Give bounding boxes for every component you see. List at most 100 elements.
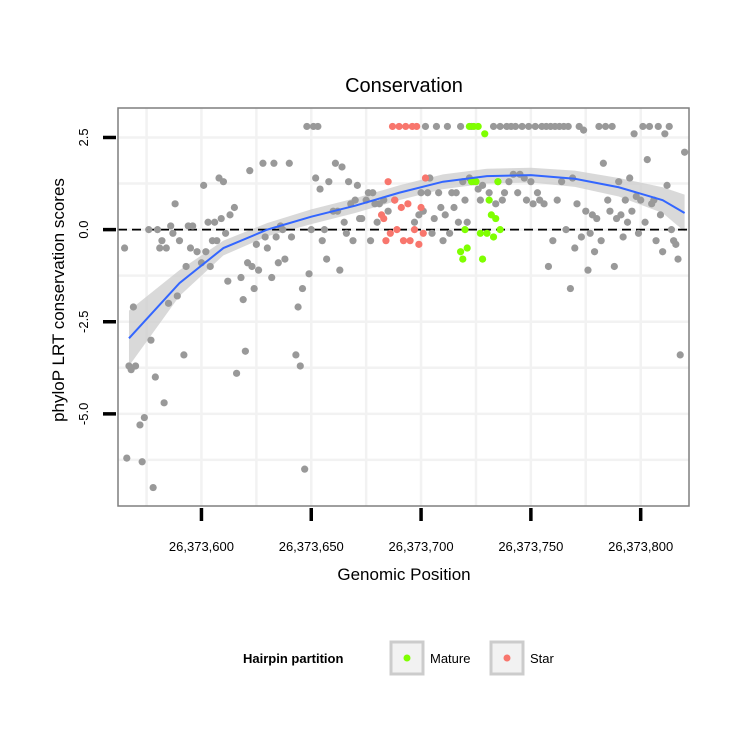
point-other [478,181,487,189]
point-other [601,122,610,131]
point-other [200,181,208,189]
point-other [160,399,168,407]
point-mature [459,255,467,263]
point-other [204,218,212,226]
point-star [388,122,397,131]
x-tick-label: 26,373,750 [498,539,563,554]
point-other [439,237,447,245]
point-other [676,351,684,359]
point-other [316,185,324,193]
point-other [222,229,230,237]
point-other [428,229,436,237]
point-other [652,237,660,245]
point-other [593,214,601,223]
point-mature [476,229,484,237]
point-other [320,226,329,234]
point-other [138,458,146,466]
point-other [303,122,311,131]
point-other [514,189,522,197]
point-other [606,207,614,215]
point-other [131,362,140,370]
point-other [261,233,269,241]
point-other [595,122,603,131]
point-other [158,237,166,245]
point-other [272,233,280,241]
point-other [432,122,441,131]
point-other [252,240,260,248]
point-other [151,373,159,381]
y-tick-label: -5.0 [76,403,91,425]
point-other [525,122,533,131]
point-mature [483,229,491,237]
point-other [149,483,157,492]
point-other [250,284,258,293]
point-other [509,170,517,178]
point-other [663,181,671,189]
point-other [564,122,572,131]
y-axis: 2.5 0.0 -2.5 -5.0 [76,128,116,425]
point-other [604,196,612,204]
point-other [182,262,190,271]
point-other [136,421,144,429]
plot-panel [118,108,689,506]
point-other [173,292,181,300]
point-other [248,262,256,271]
point-other [167,222,175,230]
point-star [380,214,388,223]
point-star [410,226,419,234]
point-other [336,266,344,274]
point-other [285,159,293,167]
legend-dot-mature [403,654,411,662]
point-other [171,200,179,208]
point-other [358,214,366,223]
point-other [531,122,539,131]
point-other [437,203,445,212]
point-other [120,244,129,252]
point-other [296,362,304,370]
point-other [237,273,245,282]
point-other [268,273,276,282]
point-other [461,196,469,204]
point-star [382,237,390,245]
point-other [307,226,315,234]
point-other [206,262,214,271]
point-mature [485,196,493,204]
point-other [549,237,557,245]
point-other [463,218,471,226]
point-other [533,189,542,197]
point-other [162,244,170,252]
point-other [476,196,484,204]
point-other [325,178,333,186]
point-other [202,248,210,256]
point-other [639,122,647,131]
point-other [153,226,162,234]
x-axis: 26,373,600 26,373,650 26,373,700 26,373,750… [169,508,673,554]
point-other [628,207,636,215]
point-other [344,178,353,186]
point-mature [472,178,480,186]
point-other [529,200,537,208]
x-tick-label: 26,373,650 [279,539,344,554]
point-other [553,196,561,204]
point-other [667,226,676,234]
point-star [386,229,394,237]
point-other [254,266,263,274]
point-other [527,178,535,186]
point-other [314,122,322,131]
point-other [366,237,375,245]
point-other [331,159,340,167]
point-other [417,189,425,197]
point-other [421,122,430,131]
point-other [338,163,346,171]
point-other [599,159,607,167]
panel-border [117,107,690,507]
point-other [637,196,645,204]
point-other [485,189,493,197]
point-star [406,237,414,245]
point-mature [489,233,498,241]
point-other [621,196,629,204]
point-other [342,229,350,237]
point-other [586,229,594,237]
smooth-line [128,174,686,339]
point-other [323,255,331,263]
